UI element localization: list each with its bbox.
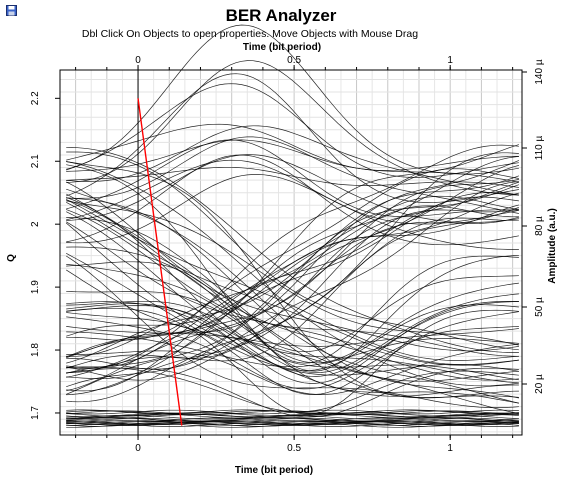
y-right-tick-label: 20 µ [534,374,545,394]
eye-trace [66,146,519,353]
y-right-tick-label: 50 µ [534,297,545,317]
eye-trace [66,160,520,358]
eye-trace [66,192,519,380]
y-left-axis-label: Q [6,254,17,262]
eye-traces[interactable] [65,24,520,428]
q-curve[interactable] [137,98,183,426]
plot-border [59,69,523,436]
eye-trace [66,412,519,417]
x-top-axis-label: Time (bit period) [243,42,321,53]
eye-trace [66,154,519,223]
axes [55,65,527,440]
eye-trace [66,417,519,423]
eye-trace [66,206,520,378]
eye-trace [66,331,519,368]
eye-trace [66,60,519,196]
x-bottom-tick-label: 0 [135,443,141,454]
y-left-tick-label: 1.8 [30,343,41,357]
eye-trace [66,301,519,377]
x-bottom-tick-label: 1 [447,443,453,454]
eye-trace [66,208,519,396]
eye-trace [66,199,519,381]
eye-trace [66,201,519,365]
eye-trace [66,174,519,250]
eye-trace [66,410,519,415]
eye-trace [66,195,519,392]
y-right-tick-label: 80 µ [534,216,545,236]
eye-trace [66,125,519,196]
eye-trace [66,166,519,188]
eye-trace [66,293,519,374]
y-right-tick-label: 110 µ [534,136,545,161]
eye-trace [66,211,519,384]
y-left-tick-label: 1.9 [30,280,41,294]
y-left-tick-label: 2 [30,221,41,227]
y-right-tick-label: 140 µ [534,59,545,84]
hint-text: Dbl Click On Objects to open properties.… [81,28,419,40]
x-bottom-tick-label: 0.5 [287,443,301,454]
eye-trace [66,188,519,399]
eye-trace [66,412,519,418]
eye-trace [66,136,519,214]
eye-trace [66,197,519,381]
eye-trace [66,154,519,246]
app-icon [6,5,17,16]
x-top-tick-label: 0.5 [287,55,301,66]
eye-trace [66,343,519,395]
y-right-axis-label: Amplitude (a.u.) [547,208,558,284]
eye-trace [66,181,520,369]
window-title: BER Analyzer [225,6,337,25]
x-top-tick-label: 0 [135,55,141,66]
eye-trace [66,252,519,376]
eye-trace [66,269,519,382]
eye-trace [66,264,519,353]
tick-labels: 0 0 0.5 0.5 1 1 1.7 1.8 1.9 2 2.1 2.2 20 µ 50 µ 80 µ 11… [30,55,545,454]
y-left-tick-label: 2.1 [30,154,41,168]
eye-trace [66,159,519,225]
eye-trace [66,326,519,347]
eye-trace [66,246,519,364]
eye-trace [66,282,519,364]
eye-trace [66,123,519,171]
eye-trace [66,161,519,387]
eye-trace [66,139,519,217]
eye-trace [66,24,519,175]
eye-trace [66,161,519,398]
eye-trace [66,421,519,426]
eye-trace [66,144,520,359]
eye-trace [66,254,519,372]
eye-trace [66,311,519,395]
plot-area[interactable] [60,70,522,435]
y-left-tick-label: 1.7 [30,406,41,420]
eye-trace [66,199,519,361]
eye-trace [66,217,519,414]
eye-trace [66,204,519,358]
q-curve-line [137,98,183,426]
x-top-tick-label: 1 [447,55,453,66]
eye-trace [66,181,519,352]
eye-trace [66,73,519,203]
eye-trace [66,420,519,425]
x-bottom-axis-label: Time (bit period) [235,465,313,476]
eye-trace [66,301,519,372]
eye-trace [66,316,519,390]
y-left-tick-label: 2.2 [30,91,41,105]
eye-trace [66,152,519,381]
eye-trace [66,422,519,427]
